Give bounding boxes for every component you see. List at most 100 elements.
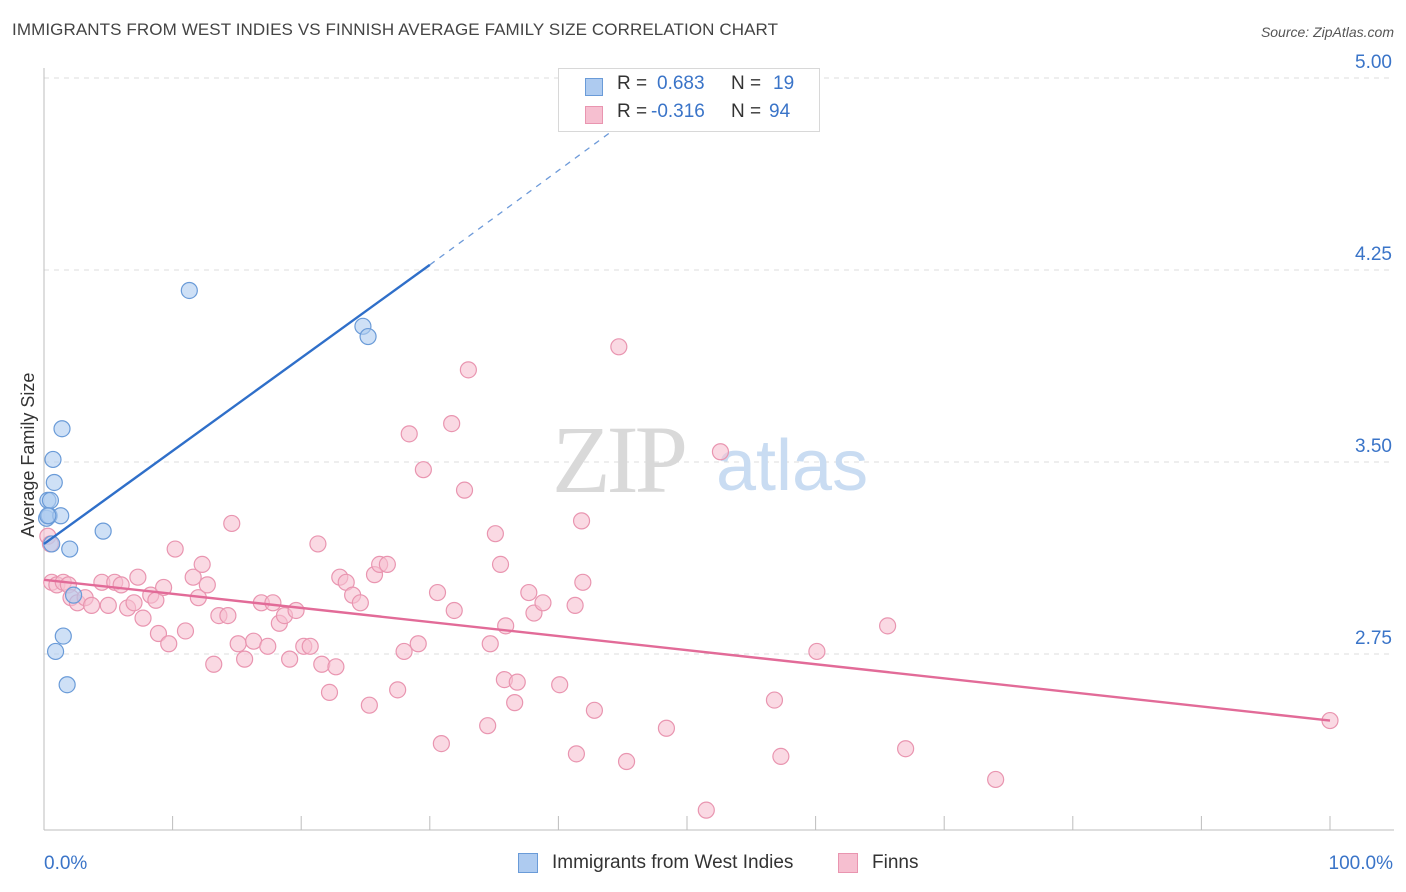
legend-series: Immigrants from West Indies Finns xyxy=(0,851,1406,877)
finns-point xyxy=(236,650,254,668)
finns-point xyxy=(264,594,282,612)
r-label: R = xyxy=(617,73,648,94)
blue-swatch-icon xyxy=(518,853,538,873)
finns-point xyxy=(184,568,202,586)
y-axis-label: Average Family Size xyxy=(18,373,38,538)
west-indies-point xyxy=(94,522,112,540)
finns-point xyxy=(309,535,327,553)
chart-title: IMMIGRANTS FROM WEST INDIES VS FINNISH A… xyxy=(12,20,779,39)
west-indies-point xyxy=(180,281,198,300)
finns-point xyxy=(160,635,178,653)
finns-point xyxy=(459,361,477,379)
finns-point xyxy=(409,635,427,653)
finns-point xyxy=(481,635,499,653)
y-tick-label: 2.75 xyxy=(1355,628,1392,649)
west-indies-point xyxy=(54,627,72,645)
finns-trend-line xyxy=(43,578,1331,722)
finns-point xyxy=(711,443,730,461)
finns-point xyxy=(567,745,586,763)
n-value: 94 xyxy=(769,101,791,122)
finns-point xyxy=(765,691,784,709)
west-indies-point xyxy=(61,540,79,558)
watermark-atlas: atlas xyxy=(716,426,868,506)
finns-point xyxy=(134,609,152,627)
r-label: R = xyxy=(617,101,648,122)
finns-point xyxy=(551,676,569,694)
finns-point xyxy=(99,596,117,614)
finns-point xyxy=(808,642,826,661)
finns-point xyxy=(223,514,241,533)
blue-swatch-icon xyxy=(585,78,603,96)
finns-point xyxy=(455,481,474,499)
finns-point xyxy=(129,568,147,586)
finns-point xyxy=(389,681,407,699)
west-indies-trend-line xyxy=(43,263,431,545)
west-indies-point xyxy=(45,473,63,492)
pink-swatch-icon xyxy=(585,106,603,124)
finns-point xyxy=(657,719,676,737)
finns-point xyxy=(572,512,591,530)
finns-point xyxy=(610,338,628,356)
finns-point xyxy=(360,696,378,714)
finns-point xyxy=(491,555,510,574)
finns-point xyxy=(313,655,331,673)
finns-point xyxy=(281,650,299,668)
watermark-zip: ZIP xyxy=(552,406,685,513)
finns-point xyxy=(566,596,584,614)
west-indies-trend-extension xyxy=(429,113,636,266)
x-tick-label: 0.0% xyxy=(44,853,87,874)
y-tick-label: 3.50 xyxy=(1355,436,1392,457)
finns-point xyxy=(443,415,461,433)
finns-point xyxy=(987,770,1005,789)
finns-point xyxy=(697,801,715,819)
west-indies-point xyxy=(44,450,62,469)
legend-label: Immigrants from West Indies xyxy=(552,852,794,873)
finns-point xyxy=(432,734,450,753)
legend-stats: R = 0.683 N = 19 R = -0.316 N = 94 xyxy=(558,68,820,132)
finns-point xyxy=(149,624,168,643)
finns-point xyxy=(400,425,418,443)
finns-point xyxy=(508,673,526,691)
finns-point xyxy=(229,635,247,653)
finns-point xyxy=(351,594,369,612)
finns-point xyxy=(534,594,552,612)
finns-point xyxy=(479,717,497,735)
finns-point xyxy=(506,694,524,712)
finns-point xyxy=(897,740,915,758)
finns-point xyxy=(176,622,195,640)
n-label: N = xyxy=(731,101,762,122)
y-tick-label: 5.00 xyxy=(1355,52,1392,73)
x-tick-label: 100.0% xyxy=(1329,853,1394,874)
finns-point xyxy=(320,683,339,702)
finns-point xyxy=(112,576,130,594)
legend-stats-row-pink: R = -0.316 N = 94 xyxy=(559,101,819,129)
y-tick-label: 4.25 xyxy=(1355,244,1392,265)
finns-point xyxy=(395,642,413,661)
finns-point xyxy=(198,576,216,594)
finns-point xyxy=(520,583,538,602)
west-indies-point xyxy=(46,642,65,661)
finns-point xyxy=(772,747,790,766)
finns-point xyxy=(219,606,237,625)
finns-point xyxy=(287,601,305,620)
finns-point xyxy=(82,596,101,614)
finns-point xyxy=(259,637,277,655)
west-indies-point xyxy=(39,507,57,525)
finns-point xyxy=(445,601,463,620)
finns-point xyxy=(486,525,504,543)
legend-label: Finns xyxy=(872,852,919,873)
finns-point xyxy=(205,655,223,673)
r-value: -0.316 xyxy=(651,101,705,122)
finns-point xyxy=(301,637,319,655)
finns-point xyxy=(879,617,897,635)
finns-point xyxy=(617,752,636,771)
west-indies-point xyxy=(359,327,377,346)
west-indies-point xyxy=(41,491,60,509)
west-indies-point xyxy=(53,420,71,438)
pink-swatch-icon xyxy=(838,853,858,873)
source-label: Source: ZipAtlas.com xyxy=(1260,24,1394,40)
legend-stats-row-blue: R = 0.683 N = 19 xyxy=(559,73,819,101)
n-label: N = xyxy=(731,73,762,94)
finns-point xyxy=(125,594,143,612)
